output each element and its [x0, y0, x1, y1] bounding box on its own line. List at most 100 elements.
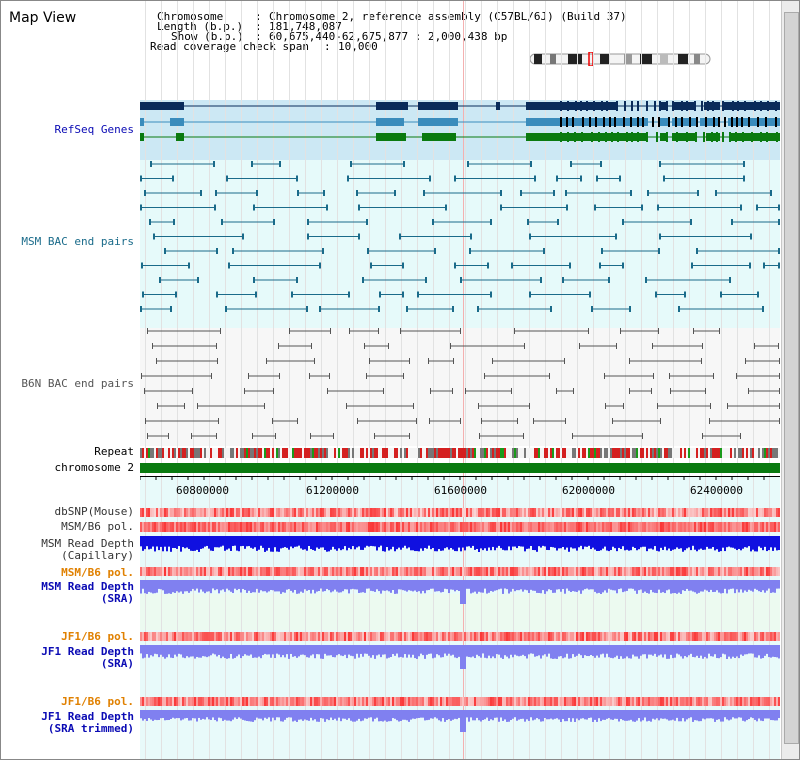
heat-cell	[374, 697, 376, 706]
gene-exon-tick	[672, 101, 674, 111]
read-depth-bar	[256, 536, 258, 551]
read-depth-bar	[276, 710, 278, 718]
heat-cell	[750, 697, 752, 706]
read-depth-bar	[386, 710, 388, 722]
heat-cell	[510, 508, 512, 517]
repeat-segment	[220, 448, 222, 458]
heat-cell	[670, 522, 672, 532]
heat-cell	[314, 522, 316, 532]
heat-cell	[508, 522, 510, 532]
heat-cell	[646, 508, 648, 517]
vertical-scrollbar[interactable]	[781, 0, 800, 760]
heat-cell	[526, 508, 528, 517]
read-depth-bar	[158, 580, 160, 589]
heat-cell	[220, 522, 222, 532]
track-label-jf1-b6-pol[interactable]: JF1/B6 pol.	[61, 630, 134, 643]
repeat-segment	[300, 448, 302, 458]
track-label-dbsnp[interactable]: dbSNP(Mouse)	[54, 505, 134, 518]
track-label-msm-rd-sra[interactable]: MSM Read Depth	[41, 580, 134, 593]
heat-cell	[564, 567, 566, 576]
genome-browser-plot[interactable]: 60800000 61200000 61600000 62000000 6240…	[140, 0, 780, 760]
read-depth-bar	[438, 536, 440, 550]
heat-cell	[662, 567, 664, 576]
heat-cell	[746, 567, 748, 576]
track-label-msm-bac[interactable]: MSM BAC end pairs	[21, 235, 134, 248]
read-depth-bar	[538, 580, 540, 593]
scrollbar-thumb[interactable]	[784, 12, 799, 744]
heat-cell	[592, 632, 594, 641]
track-label-jf1-rd-trim-sub: (SRA trimmed)	[47, 722, 134, 735]
read-depth-bar	[706, 580, 708, 591]
read-depth-bar	[410, 580, 412, 591]
track-label-refseq[interactable]: RefSeq Genes	[54, 123, 134, 136]
heat-cell	[484, 522, 486, 532]
read-depth-bar	[178, 536, 180, 547]
heat-cell	[182, 632, 184, 641]
repeat-segment	[634, 448, 636, 458]
track-label-jf1-rd-sra[interactable]: JF1 Read Depth	[41, 645, 134, 658]
repeat-segment	[588, 448, 590, 458]
msm-bac-end	[529, 291, 531, 298]
chromosome-ideogram[interactable]	[528, 52, 714, 66]
heat-cell	[430, 632, 432, 641]
heat-cell	[146, 508, 148, 517]
heat-cell	[348, 567, 350, 576]
heat-cell	[264, 522, 266, 532]
read-depth-bar	[294, 645, 296, 657]
heat-cell	[564, 522, 566, 532]
track-label-msm-b6-pol[interactable]: MSM/B6 pol.	[61, 520, 134, 533]
msm-bac-end	[348, 291, 350, 298]
heat-cell	[488, 522, 490, 532]
read-depth-bar	[520, 536, 522, 547]
heat-cell	[590, 697, 592, 706]
gene-exon	[724, 102, 780, 110]
heat-cell	[372, 567, 374, 576]
read-depth-bar	[502, 645, 504, 659]
read-depth-bar	[224, 536, 226, 551]
read-depth-bar	[362, 580, 364, 593]
heat-cell	[176, 567, 178, 576]
grid-line	[593, 0, 594, 760]
read-depth-bar	[284, 580, 286, 593]
track-label-msm-b6-pol-2[interactable]: MSM/B6 pol.	[61, 566, 134, 579]
msm-bac-end	[690, 219, 692, 225]
read-depth-bar	[454, 536, 456, 552]
read-depth-bar	[704, 645, 706, 657]
read-depth-bar	[440, 536, 442, 551]
heat-cell	[602, 632, 604, 641]
read-depth-bar	[270, 580, 272, 590]
read-depth-bar	[166, 580, 168, 594]
heat-cell	[582, 522, 584, 532]
track-label-b6n-bac[interactable]: B6N BAC end pairs	[21, 377, 134, 390]
heat-cell	[330, 697, 332, 706]
repeat-segment	[166, 448, 168, 458]
heat-cell	[776, 508, 778, 517]
read-depth-bar	[162, 710, 164, 718]
read-depth-bar	[566, 536, 568, 548]
heat-cell	[656, 522, 658, 532]
b6n-bac-end	[369, 358, 370, 364]
track-label-msm-rd-cap[interactable]: MSM Read Depth	[41, 537, 134, 550]
read-depth-bar	[318, 710, 320, 722]
read-depth-bar	[302, 710, 304, 721]
heat-cell	[200, 632, 202, 641]
heat-cell	[630, 632, 632, 641]
heat-cell	[574, 697, 576, 706]
track-label-jf1-rd-trim[interactable]: JF1 Read Depth	[41, 710, 134, 723]
read-depth-bar	[768, 580, 770, 589]
read-depth-bar	[234, 645, 236, 658]
heat-cell	[636, 522, 638, 532]
heat-cell	[736, 508, 738, 517]
heat-cell	[190, 632, 192, 641]
read-depth-bar	[304, 536, 306, 550]
heat-cell	[342, 567, 344, 576]
track-label-jf1-b6-pol-2[interactable]: JF1/B6 pol.	[61, 695, 134, 708]
msm-bac-end	[164, 248, 166, 254]
msm-bac-end	[550, 306, 552, 312]
read-depth-bar	[558, 710, 560, 720]
read-depth-bar	[524, 645, 526, 657]
heat-cell	[762, 697, 764, 706]
repeat-segment	[206, 448, 208, 458]
heat-cell	[702, 567, 704, 576]
heat-cell	[314, 567, 316, 576]
